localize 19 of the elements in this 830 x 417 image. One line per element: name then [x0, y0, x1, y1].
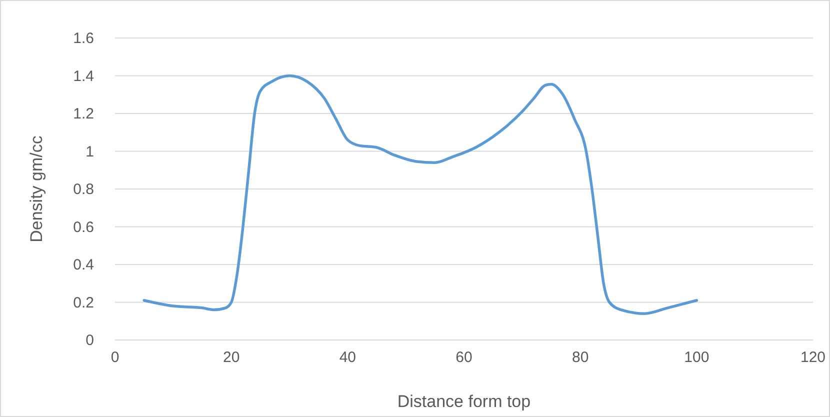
y-tick-label: 1 — [86, 143, 94, 160]
y-tick-label: 1.6 — [73, 30, 94, 47]
y-axis-title: Density gm/cc — [27, 135, 46, 242]
x-axis-title: Distance form top — [397, 392, 531, 411]
y-tick-label: 0 — [86, 332, 94, 349]
x-tick-label: 20 — [222, 349, 240, 366]
y-tick-label: 0.8 — [73, 181, 94, 198]
line-series — [142, 74, 698, 315]
y-tick-label: 1.2 — [73, 106, 94, 122]
x-tick-label: 40 — [339, 349, 356, 366]
y-tick-label: 0.4 — [73, 256, 94, 274]
x-tick-label: 120 — [800, 349, 826, 366]
x-tick-label: 60 — [456, 349, 472, 366]
x-tick-label: 80 — [572, 349, 589, 366]
y-tick-label: 1.4 — [73, 68, 94, 85]
y-tick-label: 0.6 — [73, 218, 94, 236]
x-tick-label: 0 — [110, 349, 120, 366]
x-tick-label: 100 — [684, 349, 710, 366]
y-tick-label: 0.2 — [73, 294, 94, 312]
